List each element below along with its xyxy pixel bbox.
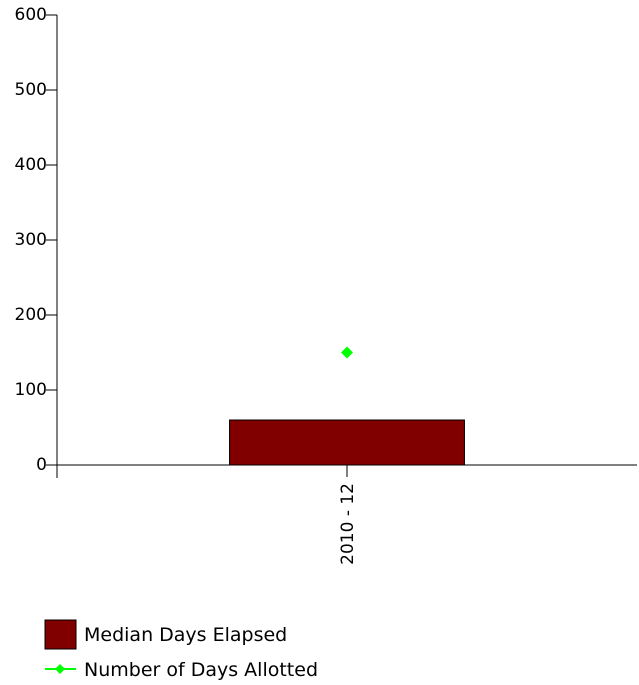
legend-label: Median Days Elapsed (84, 624, 287, 646)
legend: Median Days Elapsed Number of Days Allott… (44, 619, 318, 681)
y-tick-label: 300 (15, 230, 47, 250)
y-tick-label: 100 (15, 380, 47, 400)
legend-swatch-diamond (55, 664, 65, 674)
legend-swatch-bar (44, 619, 77, 650)
bar (229, 419, 465, 466)
legend-label: Number of Days Allotted (84, 659, 318, 681)
x-tick-label: 2010 - 12 (338, 483, 358, 565)
chart-marks (229, 346, 465, 466)
y-tick-label: 200 (15, 305, 47, 325)
axes: 0 100 200 300 400 500 600 2010 - 12 (15, 5, 637, 565)
y-tick-label: 400 (15, 155, 47, 175)
y-tick-label: 600 (15, 5, 47, 25)
data-point-diamond (341, 346, 353, 359)
y-tick-label: 500 (15, 80, 47, 100)
y-tick-label: 0 (36, 455, 47, 475)
